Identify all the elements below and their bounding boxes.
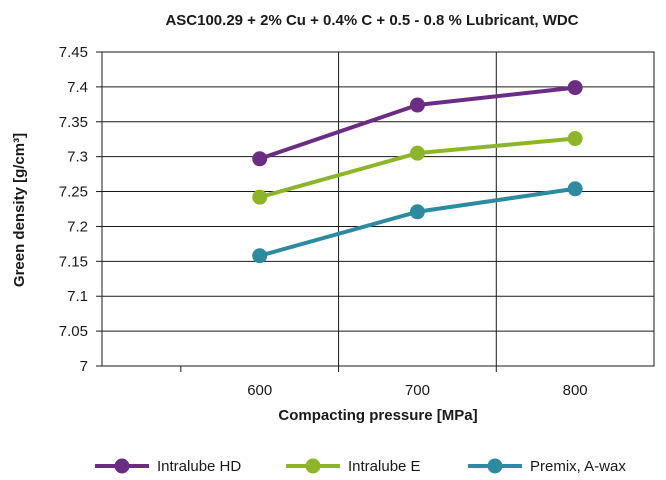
x-tick-label: 700: [405, 382, 430, 399]
data-point: [409, 204, 425, 220]
y-tick-label: 7.3: [67, 149, 88, 166]
legend-marker: [487, 458, 503, 474]
legend: Intralube HD Intralube E Premix, A-wax: [95, 458, 626, 475]
series: [252, 80, 583, 264]
legend-label: Intralube HD: [157, 458, 241, 475]
y-axis-title: Green density [g/cm³]: [11, 133, 28, 287]
data-point: [409, 145, 425, 161]
y-tick-label: 7: [80, 358, 88, 375]
data-point: [567, 181, 583, 197]
x-axis-ticks: 600 700 800: [180, 366, 588, 399]
y-axis-ticks: 7 7.05 7.1 7.15 7.2 7.25 7.3 7.35 7.4 7.45: [59, 44, 102, 375]
legend-item: Intralube E: [286, 458, 421, 475]
grid: [102, 51, 654, 367]
data-point: [252, 248, 268, 264]
y-tick-label: 7.1: [67, 288, 88, 305]
series-line: [259, 186, 576, 258]
legend-item: Premix, A-wax: [468, 458, 626, 475]
series-intralube-hd: [252, 80, 583, 167]
y-tick-label: 7.25: [59, 184, 88, 201]
x-axis-title: Compacting pressure [MPa]: [278, 407, 477, 424]
chart-title: ASC100.29 + 2% Cu + 0.4% C + 0.5 - 0.8 %…: [165, 12, 578, 29]
data-point: [252, 151, 268, 167]
legend-label: Premix, A-wax: [530, 458, 626, 475]
legend-item: Intralube HD: [95, 458, 241, 475]
y-tick-label: 7.2: [67, 218, 88, 235]
y-tick-label: 7.45: [59, 44, 88, 61]
plot-frame: [101, 51, 655, 367]
data-point: [567, 131, 583, 147]
series-intralube-e: [252, 131, 583, 205]
x-tick-label: 800: [563, 382, 588, 399]
data-point: [252, 189, 268, 205]
legend-marker: [114, 458, 130, 474]
legend-label: Intralube E: [348, 458, 421, 475]
legend-marker: [305, 458, 321, 474]
x-tick-label: 600: [247, 382, 272, 399]
y-tick-label: 7.4: [67, 79, 88, 96]
y-tick-label: 7.35: [59, 114, 88, 131]
data-point: [409, 97, 425, 113]
y-tick-label: 7.15: [59, 253, 88, 270]
series-premix-a-wax: [252, 181, 583, 264]
y-tick-label: 7.05: [59, 323, 88, 340]
data-point: [567, 80, 583, 96]
